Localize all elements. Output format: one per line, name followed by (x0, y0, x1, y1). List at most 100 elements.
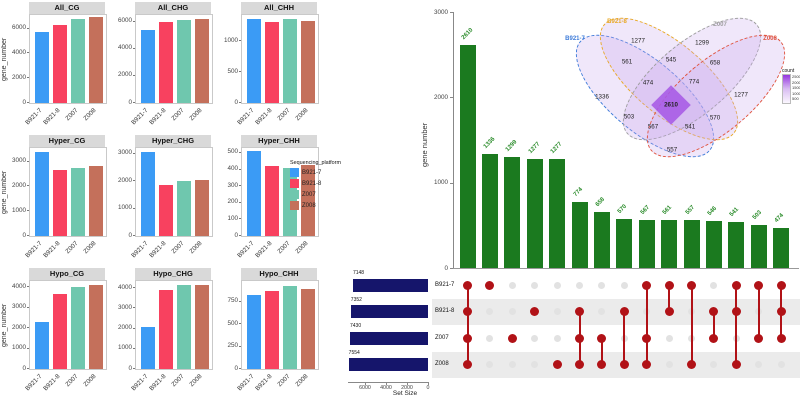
matrix-dot-active (731, 360, 741, 369)
y-tick-mark (133, 74, 135, 76)
count-tick: 1000 (792, 90, 800, 96)
y-tick-label: 1000 (11, 206, 26, 214)
y-tick-mark (133, 207, 135, 209)
matrix-dot-active (597, 333, 607, 343)
bar-B921-7 (247, 295, 261, 369)
x-tick-mark (407, 382, 408, 385)
y-tick-mark (239, 168, 241, 170)
intersection-bar-value: 541 (729, 206, 741, 218)
x-tick-label: 2000 (401, 385, 413, 391)
matrix-dot-active (575, 360, 584, 369)
venn-region-B921-7&B921-8: 561 (621, 58, 633, 66)
y-tick-label: 4000 (11, 282, 26, 290)
matrix-dot-inactive (598, 281, 606, 289)
venn-count-legend: count 2500 2000 1500 1000 500 (782, 68, 800, 104)
y-tick-label: 2000 (433, 93, 448, 101)
y-tick-label: 200 (227, 198, 238, 206)
facet-plot-area (241, 14, 319, 104)
matrix-dot-active (731, 307, 741, 316)
y-tick-mark (239, 235, 241, 236)
facet-plot-area (135, 147, 213, 237)
intersection-bar (549, 159, 566, 268)
set-size-bar-Z008 (348, 358, 428, 371)
facet-title: Hyper_CHG (135, 135, 211, 147)
bar-B921-8 (53, 24, 67, 103)
legend-swatch (290, 190, 299, 199)
y-tick-label: 500 (227, 67, 238, 75)
matrix-dot-inactive (531, 334, 539, 342)
y-tick-label: 0 (234, 98, 238, 106)
y-tick-mark (133, 20, 135, 22)
y-tick-label: 4000 (117, 44, 132, 52)
y-tick-label: 1000 (11, 344, 26, 352)
intersection-bar (750, 225, 767, 268)
x-tick-mark (386, 382, 387, 385)
venn-set-label-B921-7: B921-7 (565, 36, 585, 42)
bar-Z008 (195, 179, 209, 236)
y-tick-label: 2000 (11, 323, 26, 331)
set-size-axis-line (348, 382, 428, 383)
bar-B921-8 (53, 293, 67, 369)
y-tick-label: 250 (227, 342, 238, 350)
legend-item-label: B921-8 (302, 180, 322, 187)
matrix-connector (690, 285, 693, 365)
matrix-dot-active (463, 360, 472, 369)
y-tick-mark (239, 71, 241, 72)
venn-set-label-B921-8: B921-8 (607, 19, 627, 25)
intersection-bar (773, 227, 790, 268)
legend-swatch (290, 201, 299, 210)
facet-all_cg: All_CG 0 2000 4000 6000 B921-7 B921-8 Z007 Z008 (3, 2, 107, 135)
y-tick-label: 2000 (11, 181, 26, 189)
intersection-bar-value: 570 (617, 204, 629, 216)
y-tick-label: 0 (128, 231, 132, 239)
bar-B921-8 (53, 170, 67, 236)
intersection-bar-value: 561 (661, 204, 674, 217)
intersection-bar (504, 157, 521, 268)
y-tick-mark (450, 182, 453, 184)
bar-B921-8 (159, 22, 173, 103)
facet-hypo_chh: Hypo_CHH 0 250 500 750 B921-7 B921-8 Z007 Z008 (215, 268, 319, 400)
set-size-value: 7352 (350, 296, 362, 303)
matrix-row-label-B921-8: B921-8 (435, 308, 455, 314)
matrix-dot-active (709, 307, 719, 316)
upset-y-axis-label: gene number (420, 122, 429, 168)
y-tick-label: 0 (234, 231, 238, 239)
matrix-dot-active (754, 280, 764, 290)
bar-Z008 (301, 20, 315, 103)
venn-region-Z008: 1277 (734, 91, 748, 99)
count-tick: 1500 (792, 85, 800, 91)
y-tick-mark (239, 323, 241, 325)
y-tick-label: 0 (128, 364, 132, 372)
legend-item-B921-7: B921-7 (290, 168, 340, 177)
venn-diagram: B921-7 B921-8 Z007 Z008 1336 1277 1299 1277 561 5… (556, 0, 800, 179)
matrix-row-label-Z007: Z007 (435, 334, 449, 341)
x-tick-label: 4000 (380, 385, 392, 391)
matrix-dot-active (552, 360, 562, 369)
set-size-value: 7148 (352, 270, 365, 276)
facet-plot-area (241, 280, 319, 370)
count-gradient-ticks: 2500 2000 1500 1000 500 (792, 74, 800, 104)
facet-plot-area (135, 280, 213, 370)
set-size-value: 7430 (349, 323, 362, 329)
matrix-dot-active (507, 333, 517, 343)
matrix-dot-active (687, 280, 696, 290)
y-tick-mark (239, 185, 241, 187)
facet-title: All_CHG (135, 2, 211, 14)
y-tick-label: 0 (22, 98, 26, 106)
matrix-dot-active (575, 333, 584, 343)
matrix-row-label-B921-7: B921-7 (435, 281, 455, 288)
matrix-dot-inactive (620, 281, 628, 289)
matrix-dot-active (463, 333, 472, 343)
y-tick-mark (133, 47, 135, 49)
intersection-bar-value: 1277 (527, 141, 542, 156)
bar-Z007 (177, 19, 191, 103)
matrix-dot-active (530, 307, 540, 316)
matrix-dot-active (619, 360, 629, 369)
bar-Z007 (177, 285, 191, 369)
facet-plot-area (29, 280, 107, 370)
legend-item-Z008: Z008 (290, 201, 340, 210)
matrix-dot-active (687, 360, 696, 369)
y-tick-mark (239, 102, 241, 103)
y-tick-mark (450, 97, 453, 99)
venn-region-Z007: 1299 (695, 39, 709, 47)
